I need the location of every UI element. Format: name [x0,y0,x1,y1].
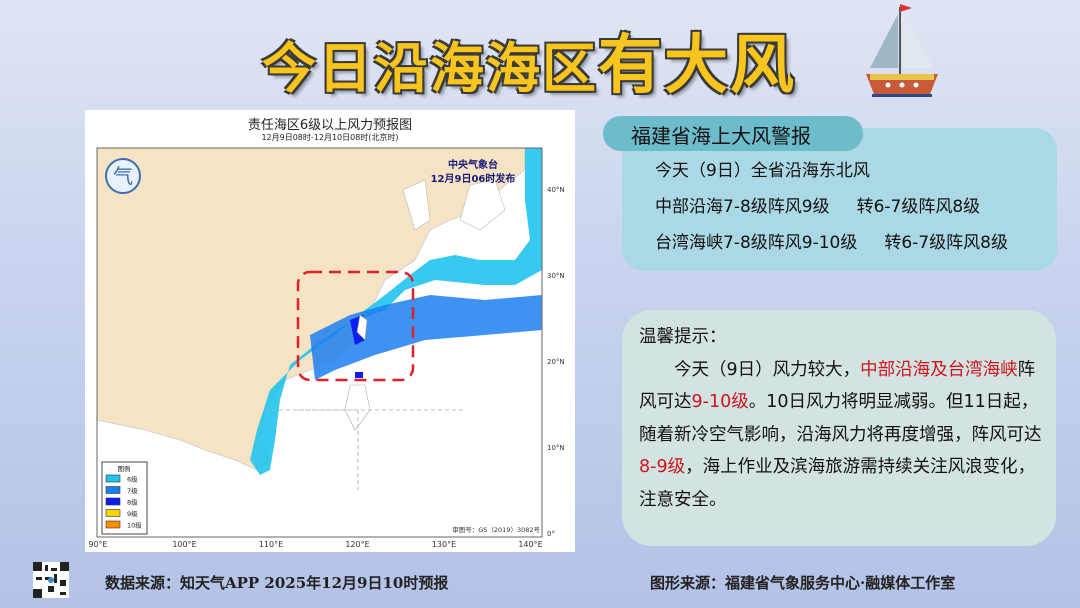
lat-tick-label: 30°N [547,272,565,280]
tip-text: ，海上作业及滨海旅游需持续关注风浪变化，注意安全。 [639,457,1036,510]
issue-time: 12月9日06时发布 [431,172,516,185]
title-part2: 有大风 [598,29,796,103]
legend-swatch [105,486,121,494]
tip-text: 。10日风力将明显减弱。但11日起，随着新冷空气影响，沿海风力将再度增强，阵风可… [639,392,1042,445]
map-subtitle: 12月9日08时-12月10日08时(北京时) [261,133,399,142]
lon-tick-label: 130°E [432,540,456,549]
legend-title: 图例 [118,464,131,473]
wind-band-7 [310,295,542,380]
tip-text: 今天（9日）风力较大， [674,359,861,380]
lon-tick-label: 90°E [88,540,107,549]
lon-tick-label: 110°E [259,540,283,549]
tip-highlight: 8-9级 [639,457,686,477]
focus-area-box [296,270,415,382]
legend-swatch [105,509,121,517]
page-title: 今日沿海海区有大风 [262,14,796,106]
sailboat-icon [866,4,938,97]
data-source: 数据来源：知天气APP 2025年12月9日10时预报 [105,574,449,592]
qr-code-icon [33,562,69,598]
lon-tick-label: 100°E [172,540,196,549]
warning-line: 台湾海峡7-8级阵风9-10级 转6-7级阵风8级 [655,233,1008,253]
lon-tick-label: 120°E [345,540,369,549]
legend-label: 6级 [127,475,138,484]
tip-highlight: 9-10级 [691,392,749,412]
tip-highlight: 中部沿海及台湾海峡 [860,359,1018,380]
lon-tick-label: 140°E [518,540,542,549]
warning-line: 中部沿海7-8级阵风9级 转6-7级阵风8级 [655,197,981,217]
lat-tick-label: 0° [547,530,555,538]
legend-swatch [105,474,121,483]
map-legend: 图例 6级 7级 8级 9级 10级 [101,461,148,535]
land-philippines [344,384,371,431]
legend-label: 9级 [127,509,138,518]
map-canvas: 气 中央气象台 12月9日06时发布 审图号：GS（2019）3082号 40°… [88,147,565,549]
legend-swatch [105,520,121,529]
warning-line: 今天（9日）全省沿海东北风 [655,161,870,181]
issuer-logo: 气 [105,158,141,194]
lat-tick-label: 20°N [547,358,565,366]
issuer-name: 中央气象台 [448,158,498,171]
map-title: 责任海区6级以上风力预报图 [247,118,413,133]
tip-text: 阵风可达 [639,359,1036,413]
lat-tick-label: 40°N [547,186,565,194]
warning-title: 福建省海上大风警报 [603,116,863,151]
tip-body: 今天（9日）风力较大，中部沿海及台湾海峡阵风可达9-10级。10日风力将明显减弱… [639,354,1042,517]
lat-tick-label: 10°N [547,444,565,452]
legend-label: 8级 [127,498,138,507]
land-korea-japan [402,179,506,231]
svg-text:气: 气 [113,164,133,188]
tip-title: 温馨提示： [639,327,727,347]
legend-swatch [105,497,121,506]
land-taiwan [356,314,368,341]
warning-panel: 今天（9日）全省沿海东北风 中部沿海7-8级阵风9级 转6-7级阵风8级 台湾海… [622,128,1057,271]
title-part1: 今日沿海海区 [262,37,598,100]
legend-label: 7级 [127,486,138,495]
approval-number: 审图号：GS（2019）3082号 [452,525,540,534]
tip-panel: 温馨提示： 今天（9日）风力较大，中部沿海及台湾海峡阵风可达9-10级。10日风… [622,310,1056,546]
wind-forecast-map: 责任海区6级以上风力预报图 12月9日08时-12月10日08时(北京时) 气 … [85,110,575,552]
legend-label: 10级 [127,521,142,530]
graphic-source: 图形来源：福建省气象服务中心·融媒体工作室 [650,574,956,592]
